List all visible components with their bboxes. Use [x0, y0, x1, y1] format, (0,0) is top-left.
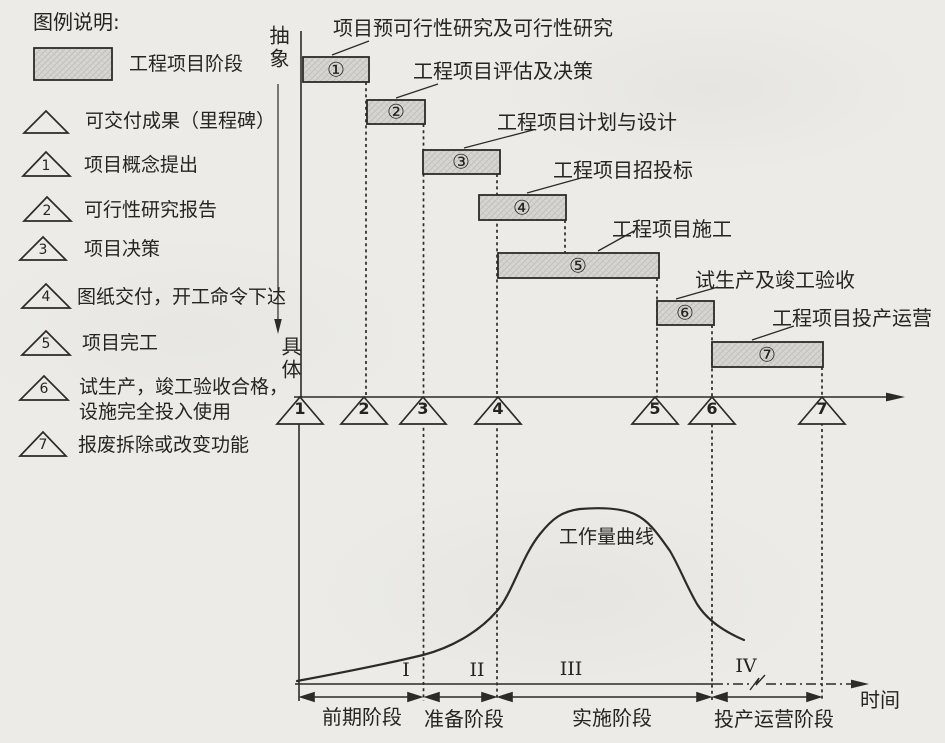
milestone-number-2: 2	[358, 399, 370, 418]
legend-item-label-6b: 设施完全投入使用	[79, 401, 232, 423]
legend-stage-swatch	[33, 47, 113, 81]
phase-number-2: ②	[387, 99, 405, 124]
legend-item-label-1: 项目概念提出	[84, 154, 199, 176]
milestone-markers	[275, 395, 847, 425]
legend-item-label-6: 试生产，竣工验收合格，	[79, 376, 289, 398]
legend-triangle-number-4: 4	[41, 289, 51, 305]
phase-title-3: 工程项目计划与设计	[497, 110, 677, 134]
phase-bar-5	[497, 252, 660, 279]
workload-curve	[295, 507, 746, 683]
bottom-axis-arrow-head	[851, 679, 869, 689]
legend-triangle-3	[17, 235, 69, 261]
phase-number-6: ⑥	[676, 300, 694, 325]
milestone-marker-5	[630, 395, 680, 425]
phase-number-1: ①	[327, 57, 345, 82]
legend-triangle-4	[19, 282, 73, 309]
legend-triangle-number-7: 7	[38, 437, 48, 453]
legend-triangle-2	[22, 195, 74, 222]
span4-right-arrow	[806, 691, 823, 703]
milestone-marker-6	[687, 395, 737, 425]
milestone-marker-1	[275, 395, 325, 425]
legend-item-label-4: 图纸交付，开工命令下达	[77, 286, 287, 308]
legend-item-label-5: 项目完工	[82, 332, 159, 354]
phase-bar-2	[366, 99, 426, 125]
milestone-number-5: 5	[649, 399, 661, 418]
stage-numeral-4: IV	[735, 655, 757, 677]
legend-triangle-number-6: 6	[39, 381, 49, 397]
legend-triangle-1	[21, 150, 73, 177]
milestone-marker-2	[339, 395, 389, 425]
time-axis-arrow-head	[886, 392, 905, 402]
phase-bar-3	[422, 149, 501, 175]
curve-label: 工作量曲线	[559, 526, 655, 548]
leader-line-7	[751, 325, 795, 341]
legend-item-label-2: 可行性研究报告	[84, 199, 218, 221]
leader-line-2	[395, 83, 439, 99]
stage-span-arrows	[298, 691, 823, 703]
phase-bar-4	[478, 194, 567, 221]
span3-right-arrow	[696, 691, 713, 703]
legend-triangle-number-3: 3	[38, 242, 48, 258]
stage-label-3: 实施阶段	[572, 706, 652, 730]
leader-line-3	[463, 129, 534, 149]
phase-title-6: 试生产及竣工验收	[695, 268, 855, 292]
milestone-number-3: 3	[417, 399, 429, 418]
leader-lines	[331, 40, 795, 341]
time-axis-label: 时间	[860, 688, 900, 712]
leader-line-6	[675, 286, 719, 300]
phase-title-7: 工程项目投产运营	[772, 306, 932, 330]
leader-line-1	[331, 40, 370, 56]
y-axis-top-label: 抽象	[266, 25, 290, 71]
phase-number-5: ⑤	[569, 253, 587, 278]
span2-right-arrow	[481, 691, 498, 703]
phase-bar-7	[711, 341, 824, 368]
phase-title-2: 工程项目评估及决策	[413, 59, 593, 83]
legend-triangle-number-2: 2	[42, 203, 52, 219]
phase-number-7: ⑦	[758, 342, 776, 367]
leader-line-4	[526, 177, 582, 194]
axis-break-symbol	[749, 674, 766, 691]
phase-number-4: ④	[513, 195, 531, 220]
legend-triangle-number-5: 5	[41, 336, 51, 352]
stage-numeral-3: III	[559, 658, 583, 680]
milestone-number-1: 1	[294, 399, 306, 418]
abstract-concrete-arrow-head	[274, 319, 282, 334]
legend-milestone-triangle	[21, 109, 71, 134]
legend-triangle-5	[19, 329, 73, 356]
stage-label-2: 准备阶段	[424, 707, 504, 731]
stage-label-1: 前期阶段	[322, 705, 402, 729]
phase-bars	[302, 56, 824, 368]
phase-number-3: ③	[452, 149, 470, 174]
leader-line-5	[597, 230, 635, 252]
legend-milestone-triangles	[17, 109, 74, 457]
legend-milestone-label: 可交付成果（里程碑）	[85, 110, 276, 132]
phase-title-5: 工程项目施工	[612, 217, 732, 241]
phase-title-4: 工程项目招投标	[553, 158, 693, 182]
phase-bar-6	[656, 300, 715, 326]
milestone-marker-4	[473, 395, 523, 425]
legend-triangle-6	[17, 374, 71, 401]
milestone-number-7: 7	[816, 399, 828, 418]
stage-numeral-1: I	[402, 659, 410, 681]
milestone-marker-3	[398, 395, 448, 425]
section-boundary-lines	[298, 124, 823, 701]
milestone-marker-7	[797, 395, 847, 425]
legend-item-label-3: 项目决策	[84, 238, 161, 260]
phase-title-1: 项目预可行性研究及可行性研究	[333, 16, 613, 40]
legend-triangle-7	[18, 430, 68, 457]
legend-stage-label: 工程项目阶段	[129, 53, 244, 75]
stage-label-4: 投产运营阶段	[714, 707, 834, 731]
y-axis-bottom-label: 具体	[278, 336, 302, 382]
phase-bar-1	[302, 56, 370, 83]
milestone-number-6: 6	[706, 399, 718, 418]
legend-title: 图例说明:	[33, 10, 120, 34]
milestone-number-4: 4	[492, 399, 504, 418]
legend-triangle-number-1: 1	[41, 158, 51, 174]
legend-item-label-7: 报废拆除或改变功能	[78, 434, 250, 456]
phase-projection-lines	[365, 82, 658, 397]
stage-numeral-2: II	[469, 659, 485, 681]
span1-right-arrow	[407, 691, 424, 703]
